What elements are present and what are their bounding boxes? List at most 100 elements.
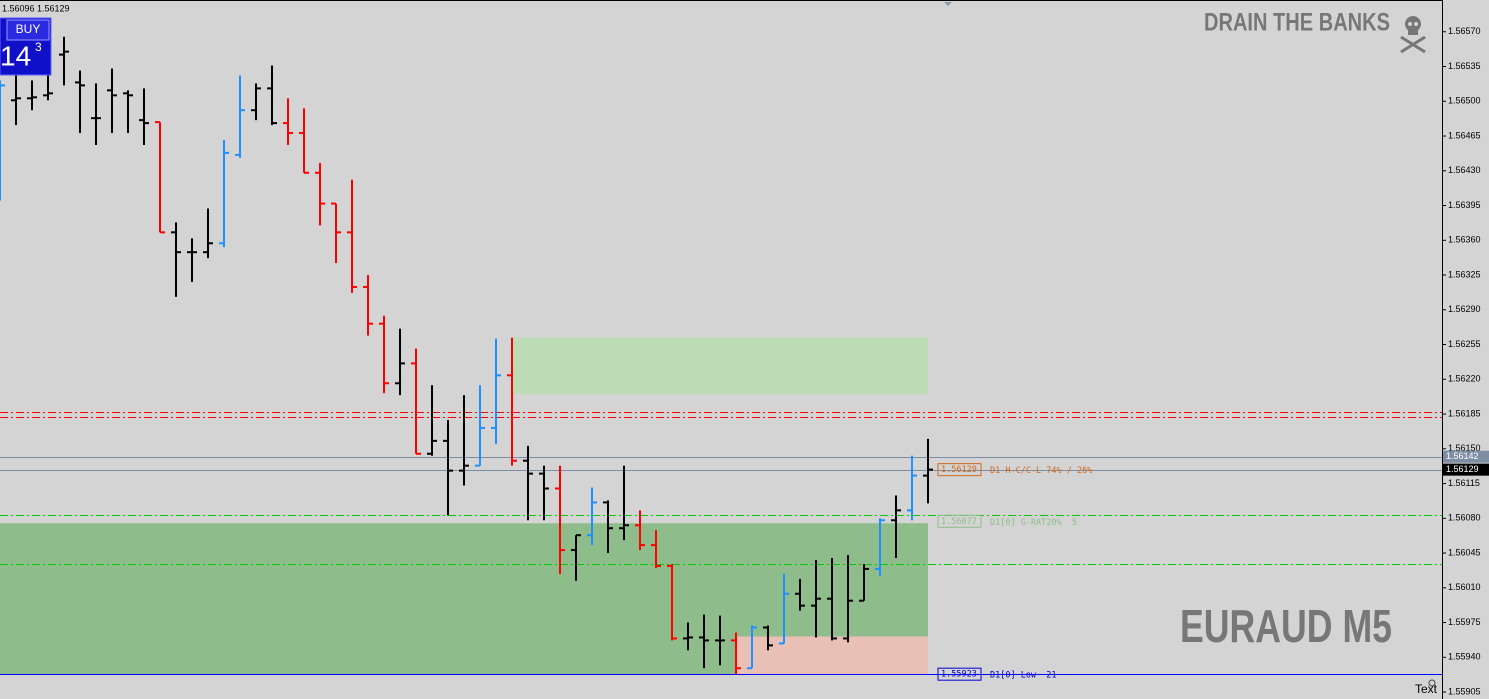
ohlc-bar: [523, 445, 533, 521]
price-big: 14: [0, 40, 31, 71]
ohlc-bar: [555, 465, 565, 574]
level-text: D1[0] Low 21: [990, 671, 1057, 681]
y-tick-label: 1.56500: [1448, 96, 1481, 106]
price-tag: [1443, 463, 1489, 476]
ohlc-bar: [91, 83, 101, 145]
y-tick-label: 1.56150: [1448, 443, 1481, 453]
ohlc-bar: [571, 534, 581, 581]
ohlc-bar: [507, 337, 517, 466]
ohlc-bar: [283, 98, 293, 145]
ohlc-bar: [891, 495, 901, 559]
skull-icon: [1400, 16, 1426, 54]
y-tick-label: 1.56115: [1448, 478, 1480, 488]
ohlc-bar: [843, 555, 853, 643]
ohlc-bar: [411, 348, 421, 455]
ohlc-bar: [27, 80, 37, 111]
ohlc-bar: [907, 455, 917, 521]
ohlc-bar: [811, 559, 821, 638]
corner-icon: [1428, 679, 1436, 687]
ohlc-bar: [251, 83, 261, 121]
y-tick-label: 1.56325: [1448, 269, 1481, 279]
ohlc-bar: [747, 625, 757, 670]
level-text: D1[0] G-RAT20% 5: [990, 518, 1077, 528]
ohlc-bar: [107, 68, 117, 134]
buy-button[interactable]: [6, 19, 50, 41]
ohlc-bar: [379, 315, 389, 394]
ohlc-bar: [267, 65, 277, 126]
y-tick-label: 1.56290: [1448, 304, 1481, 314]
ohlc-bar: [779, 573, 789, 645]
header-prices: 1.56096 1.56129: [2, 3, 70, 13]
ohlc-bar: [123, 90, 133, 134]
ohlc-bar: [235, 75, 245, 158]
ohlc-bar: [363, 275, 373, 336]
ohlc-bar: [155, 121, 165, 234]
ohlc-bar: [859, 563, 869, 602]
ohlc-bar: [875, 518, 885, 576]
chart-title: EURAUD M5: [1180, 600, 1392, 652]
ohlc-bar: [923, 438, 933, 504]
y-tick-label: 1.56045: [1448, 547, 1481, 557]
plot-area: 1.56129 D1 H-C/C-L 74% / 26% 1.56077 D1[0] …: [0, 36, 1442, 681]
ohlc-bar: [75, 70, 85, 134]
ohlc-bar: [683, 622, 693, 651]
ohlc-bar: [11, 75, 21, 126]
y-tick-label: 1.55975: [1448, 617, 1481, 627]
ohlc-bar: [187, 238, 197, 282]
ohlc-bar: [427, 385, 437, 456]
y-tick-label: 1.55940: [1448, 652, 1481, 662]
y-tick-label: 1.56255: [1448, 339, 1481, 349]
y-tick-label: 1.55905: [1448, 686, 1481, 696]
ohlc-bar: [827, 558, 837, 641]
zone: [512, 337, 928, 395]
ohlc-bar: [667, 563, 677, 641]
ohlc-bar: [59, 36, 69, 86]
ohlc-bar: [539, 465, 549, 521]
level-box: [937, 514, 982, 528]
y-tick-label: 1.56465: [1448, 130, 1481, 140]
ohlc-bar: [731, 632, 741, 675]
y-tick-label: 1.56080: [1448, 513, 1481, 523]
ohlc-bar: [635, 510, 645, 551]
ohlc-bar: [795, 578, 805, 611]
shift-marker: [944, 2, 952, 6]
y-tick-label: 1.56220: [1448, 374, 1481, 384]
ohlc-bar: [347, 179, 357, 293]
y-tick-label: 1.56430: [1448, 165, 1481, 175]
level-value: 1.56077: [941, 517, 977, 527]
y-tick-label: 1.56570: [1448, 26, 1481, 36]
buy-label[interactable]: BUY: [16, 22, 41, 36]
y-tick-label: 1.56185: [1448, 408, 1481, 418]
ohlc-bar: [715, 615, 725, 666]
ohlc-bar: [171, 222, 181, 297]
zone: [736, 636, 928, 675]
ohlc-bar: [203, 208, 213, 259]
ohlc-bar: [475, 385, 485, 467]
level-value: 1.56129: [941, 465, 977, 475]
ohlc-bar: [299, 108, 309, 174]
ohlc-bar: [459, 395, 469, 486]
ohlc-bar: [315, 162, 325, 226]
ohlc-bar: [587, 487, 597, 546]
ohlc-bar: [139, 88, 149, 145]
watermark: DRAIN THE BANKS: [1204, 9, 1390, 37]
y-tick-label: 1.56010: [1448, 582, 1481, 592]
ohlc-bar: [699, 614, 709, 669]
ohlc-bar: [219, 139, 229, 248]
ohlc-bar: [331, 202, 341, 264]
y-tick-label: 1.56360: [1448, 235, 1481, 245]
y-tick-label: 1.56535: [1448, 61, 1481, 71]
ohlc-bar: [443, 419, 453, 516]
level-text: D1 H-C/C-L 74% / 26%: [990, 466, 1092, 476]
y-tick-label: 1.56395: [1448, 200, 1481, 210]
ohlc-bar: [395, 328, 405, 396]
level-box: [937, 463, 982, 477]
level-box: [937, 667, 982, 681]
ohlc-bar: [651, 530, 661, 568]
ohlc-bar: [763, 625, 773, 651]
ohlc-bar: [0, 80, 5, 201]
ohlc-bar: [43, 75, 53, 101]
ohlc-bar: [491, 338, 501, 444]
price-tag-label: 1.56129: [1446, 464, 1479, 474]
